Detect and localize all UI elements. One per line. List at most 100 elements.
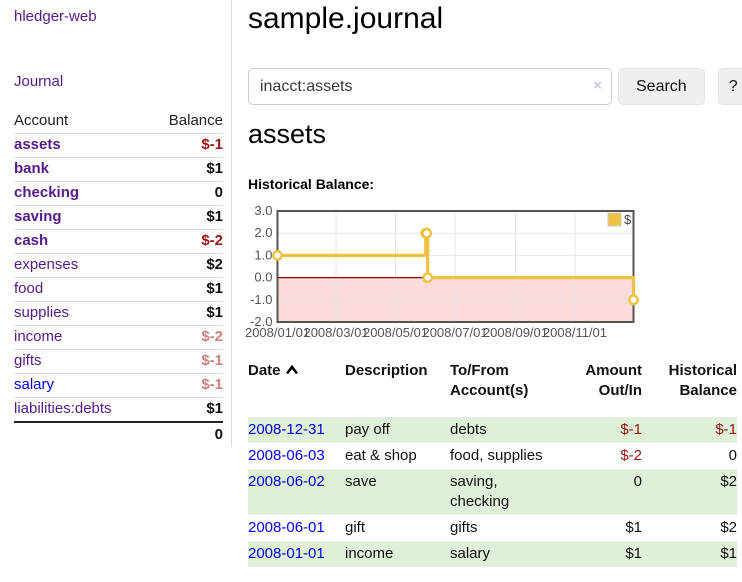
transaction-date-link[interactable]: 2008-06-01 <box>248 519 325 536</box>
transaction-description: pay off <box>345 421 390 438</box>
account-row: saving $1 <box>14 205 223 230</box>
account-row: liabilities:debts $1 <box>14 397 223 422</box>
transaction-amount: $-1 <box>620 421 642 438</box>
transaction-date-link[interactable]: 2008-12-31 <box>248 421 325 438</box>
transaction-description: gift <box>345 519 366 536</box>
chart-title: Historical Balance: <box>248 176 375 192</box>
account-link[interactable]: cash <box>14 232 49 249</box>
journal-link[interactable]: Journal <box>14 73 64 90</box>
transaction-row: 2008-01-01 income salary $1 $1 <box>248 541 737 567</box>
register-header-balance: Historical Balance <box>668 362 737 399</box>
account-balance: $-1 <box>148 373 223 398</box>
account-balance: $1 <box>148 205 223 230</box>
account-link[interactable]: food <box>14 280 44 297</box>
search-bar: × Search ? <box>248 68 742 105</box>
account-balance: $-1 <box>148 349 223 374</box>
account-link[interactable]: salary <box>14 376 55 393</box>
account-balance: $1 <box>148 397 223 422</box>
account-balance: $-2 <box>148 229 223 254</box>
account-heading: assets <box>248 119 327 149</box>
transaction-date-link[interactable]: 2008-06-02 <box>248 473 325 490</box>
accounts-total-row: 0 <box>14 421 223 447</box>
register-header-date[interactable]: Date <box>248 358 345 404</box>
balance-chart-svg: 3.0 2.0 1.0 0.0 -1.0 -2.02008/01/012008/03/01… <box>245 203 639 340</box>
y-tick-label: -1.0 <box>250 292 272 307</box>
transaction-balance: $2 <box>720 519 737 536</box>
transaction-description: eat & shop <box>345 447 417 464</box>
search-box: × <box>248 68 612 105</box>
account-balance: $1 <box>148 301 223 326</box>
account-link[interactable]: checking <box>14 184 80 201</box>
register-header-description: Description <box>345 362 428 379</box>
transaction-balance: $1 <box>720 545 737 562</box>
sort-ascending-icon <box>285 362 299 382</box>
account-balance: $-2 <box>148 325 223 350</box>
account-link[interactable]: saving <box>14 208 62 225</box>
accounts-header-account: Account <box>14 109 149 134</box>
x-tick-label: 2008/05/01 <box>363 325 428 340</box>
account-row: food $1 <box>14 277 223 302</box>
account-link[interactable]: liabilities:debts <box>14 400 112 417</box>
transaction-row: 2008-06-03 eat & shop food, supplies $-2 0 <box>248 443 737 469</box>
data-point-marker <box>272 250 283 261</box>
transaction-row: 2008-06-01 gift gifts $1 $2 <box>248 515 737 541</box>
transaction-amount: $1 <box>625 545 642 562</box>
transaction-description: income <box>345 545 394 562</box>
register-table: Date Description To/From Account(s) Amou… <box>248 358 737 567</box>
account-row: expenses $2 <box>14 253 223 278</box>
x-tick-label: 2008/07/01 <box>422 325 487 340</box>
accounts-header-balance: Balance <box>148 109 223 134</box>
x-tick-label: 2008/01/01 <box>245 325 310 340</box>
data-point-marker <box>628 294 639 306</box>
account-link[interactable]: expenses <box>14 256 79 273</box>
account-link[interactable]: bank <box>14 160 50 177</box>
account-balance: $1 <box>148 277 223 302</box>
transaction-description: save <box>345 473 377 490</box>
search-input[interactable] <box>248 68 612 105</box>
transaction-accounts: food, supplies <box>450 447 543 464</box>
transaction-balance: 0 <box>728 447 737 464</box>
transaction-amount: $-2 <box>620 447 642 464</box>
account-row: cash $-2 <box>14 229 223 254</box>
search-button[interactable]: Search <box>618 68 705 105</box>
transaction-accounts: saving, checking <box>450 473 510 510</box>
account-row: income $-2 <box>14 325 223 350</box>
transaction-accounts: gifts <box>450 519 478 536</box>
accounts-table: Account Balance assets $-1 bank $1 checking 0… <box>14 109 223 447</box>
main-content: sample.journal × Search ? assets Histori… <box>245 0 742 582</box>
account-row: supplies $1 <box>14 301 223 326</box>
sidebar-nav: Journal <box>14 73 223 91</box>
account-balance: $-1 <box>148 133 223 158</box>
account-balance: $1 <box>148 157 223 182</box>
transaction-balance: $-1 <box>715 421 737 438</box>
y-tick-label: 0.0 <box>254 270 272 285</box>
transaction-amount: 0 <box>633 473 642 490</box>
account-link[interactable]: assets <box>14 136 61 153</box>
historical-balance-chart: 3.0 2.0 1.0 0.0 -1.0 -2.0 2008/01/01 2008/03/01… <box>245 200 648 348</box>
x-tick-label: 2008/03/01 <box>303 325 368 340</box>
clear-search-icon[interactable]: × <box>593 77 602 94</box>
transaction-balance: $2 <box>720 473 737 490</box>
transaction-date-link[interactable]: 2008-06-03 <box>248 447 325 464</box>
help-button[interactable]: ? <box>717 68 742 105</box>
transaction-row: 2008-12-31 pay off debts $-1 $-1 <box>248 417 737 443</box>
transaction-date-link[interactable]: 2008-01-01 <box>248 545 325 562</box>
account-row: assets $-1 <box>14 133 223 158</box>
y-tick-label: 2.0 <box>254 225 272 240</box>
sidebar: hledger-web Journal Account Balance asse… <box>0 0 232 447</box>
account-link[interactable]: supplies <box>14 304 70 321</box>
account-balance: 0 <box>148 181 223 206</box>
accounts-total-value: 0 <box>14 421 223 447</box>
transaction-accounts: debts <box>450 421 487 438</box>
app-brand: hledger-web <box>14 8 223 26</box>
account-link[interactable]: gifts <box>14 352 42 369</box>
brand-link[interactable]: hledger-web <box>14 8 97 25</box>
transaction-accounts: salary <box>450 545 491 562</box>
account-link[interactable]: income <box>14 328 63 345</box>
accounts-table-header: Account Balance <box>14 109 223 134</box>
account-row: checking 0 <box>14 181 223 206</box>
legend-swatch <box>607 212 622 227</box>
register-header-accounts: To/From Account(s) <box>450 362 529 399</box>
account-row: gifts $-1 <box>14 349 223 374</box>
